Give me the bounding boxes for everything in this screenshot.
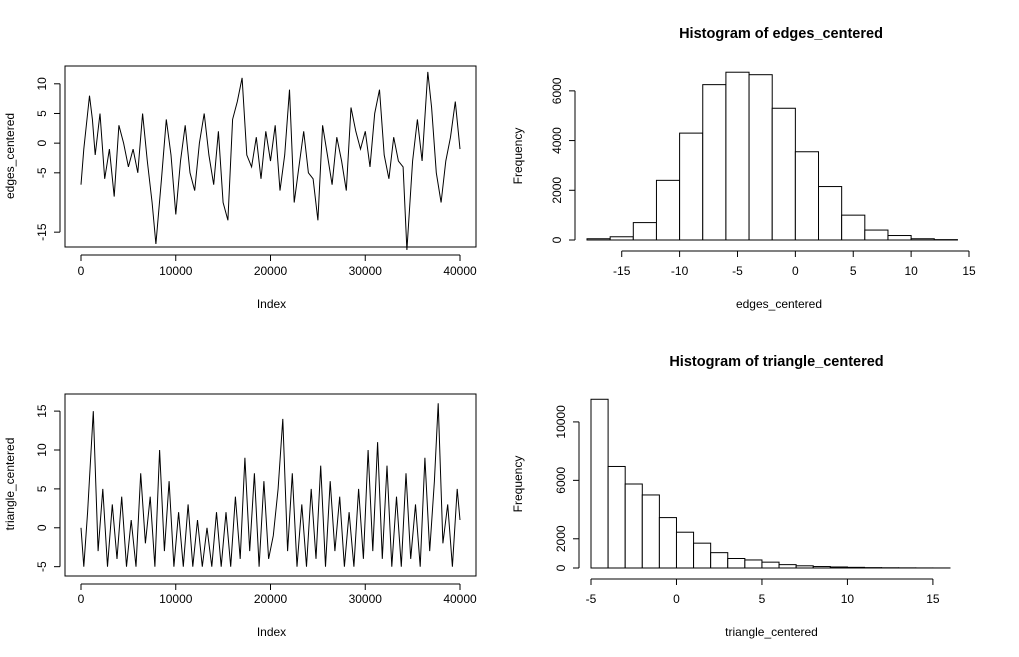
x-tick-label: 5 xyxy=(759,592,766,606)
y-tick-label: 10 xyxy=(35,77,49,91)
y-axis-label: Frequency xyxy=(511,456,525,513)
histogram-bar xyxy=(609,236,634,241)
plot-frame xyxy=(64,393,477,577)
y-tick-label: -15 xyxy=(35,223,49,241)
x-tick-label: 20000 xyxy=(254,264,288,278)
panel-1: 0 10000 20000 30000 40000 Index -15 -5 0 5 10 edges… xyxy=(3,65,477,311)
x-tick-label: 30000 xyxy=(349,592,383,606)
histogram-bar xyxy=(658,517,677,569)
x-tick-label: 40000 xyxy=(443,264,477,278)
x-axis-label: Index xyxy=(257,625,286,639)
histogram-bar xyxy=(725,71,750,241)
trace-line xyxy=(80,71,461,251)
y-tick-label: 2000 xyxy=(550,177,564,204)
y-tick-label: 5 xyxy=(35,110,49,117)
histogram-bar xyxy=(607,465,626,569)
histogram-bar xyxy=(748,74,773,241)
x-tick-label: -15 xyxy=(613,264,631,278)
x-tick-label: 0 xyxy=(78,264,85,278)
x-tick-label: 0 xyxy=(792,264,799,278)
panel-2: Histogram of edges_centered -15 -10 -5 0 5 10 1… xyxy=(511,26,976,311)
histogram-bar xyxy=(590,398,609,569)
y-tick-label: 10 xyxy=(35,443,49,457)
histogram-bar xyxy=(744,559,763,569)
plot-title: Histogram of edges_centered xyxy=(679,26,883,42)
plot-frame xyxy=(64,65,477,248)
histogram-bar xyxy=(693,542,712,569)
y-tick-label: 0 xyxy=(35,139,49,146)
x-tick-label: -5 xyxy=(732,264,743,278)
y-tick-label: 6000 xyxy=(550,77,564,104)
histogram-bar xyxy=(679,132,704,241)
histogram-bar xyxy=(794,151,820,241)
x-axis-label: Index xyxy=(257,297,286,311)
histogram-bar xyxy=(710,552,729,569)
y-axis-label: triangle_centered xyxy=(3,438,17,531)
histogram-bar xyxy=(632,222,657,241)
panel-4: Histogram of triangle_centered -5 0 5 10 15 tr… xyxy=(511,354,951,639)
histogram-bar xyxy=(624,483,643,569)
histogram-bar xyxy=(812,566,831,569)
histogram-bar xyxy=(910,238,935,241)
x-tick-label: 0 xyxy=(673,592,680,606)
histogram-bar xyxy=(727,558,746,569)
x-tick-label: 20000 xyxy=(254,592,288,606)
y-tick-label: -5 xyxy=(35,167,49,178)
plot-title: Histogram of triangle_centered xyxy=(669,354,883,370)
y-tick-label: 0 xyxy=(35,524,49,531)
x-tick-label: 15 xyxy=(962,264,976,278)
y-axis-label: edges_centered xyxy=(3,113,17,199)
x-tick-label: 10 xyxy=(904,264,918,278)
x-tick-label: 5 xyxy=(850,264,857,278)
x-tick-label: 10 xyxy=(841,592,855,606)
x-tick-label: 10000 xyxy=(159,264,193,278)
trace-line xyxy=(80,403,461,567)
x-axis-label: edges_centered xyxy=(736,297,822,311)
x-axis-label: triangle_centered xyxy=(725,625,818,639)
x-tick-label: -10 xyxy=(671,264,689,278)
histogram-bar xyxy=(771,107,796,241)
x-tick-label: 40000 xyxy=(443,592,477,606)
histogram-bar xyxy=(761,561,780,569)
y-tick-label: 10000 xyxy=(554,405,568,439)
x-tick-label: 15 xyxy=(926,592,940,606)
y-tick-label: -5 xyxy=(35,561,49,572)
y-tick-label: 15 xyxy=(35,404,49,418)
y-tick-label: 4000 xyxy=(550,127,564,154)
histogram-bar xyxy=(778,564,797,569)
histogram-bar xyxy=(829,566,848,569)
y-tick-label: 0 xyxy=(550,236,564,243)
histogram-bar xyxy=(846,566,866,569)
histogram-bar xyxy=(586,238,611,241)
y-tick-label: 2000 xyxy=(554,525,568,552)
histogram-bar xyxy=(675,531,695,569)
panel-3: 0 10000 20000 30000 40000 Index -5 0 5 10 15 triang… xyxy=(3,393,477,639)
histogram-bar xyxy=(887,235,912,241)
y-tick-label: 6000 xyxy=(554,467,568,494)
histogram-bar xyxy=(818,186,843,241)
x-tick-label: -5 xyxy=(586,592,597,606)
x-tick-label: 10000 xyxy=(159,592,193,606)
y-tick-label: 5 xyxy=(35,485,49,492)
histogram-bar xyxy=(655,179,681,241)
histogram-bar xyxy=(841,214,866,241)
x-tick-label: 0 xyxy=(78,592,85,606)
histogram-bar xyxy=(795,565,814,569)
histogram-bar xyxy=(702,84,727,241)
x-tick-label: 30000 xyxy=(349,264,383,278)
y-tick-label: 0 xyxy=(554,564,568,571)
histogram-bar xyxy=(641,494,660,569)
histogram-bar xyxy=(864,229,889,241)
y-axis-label: Frequency xyxy=(511,128,525,185)
